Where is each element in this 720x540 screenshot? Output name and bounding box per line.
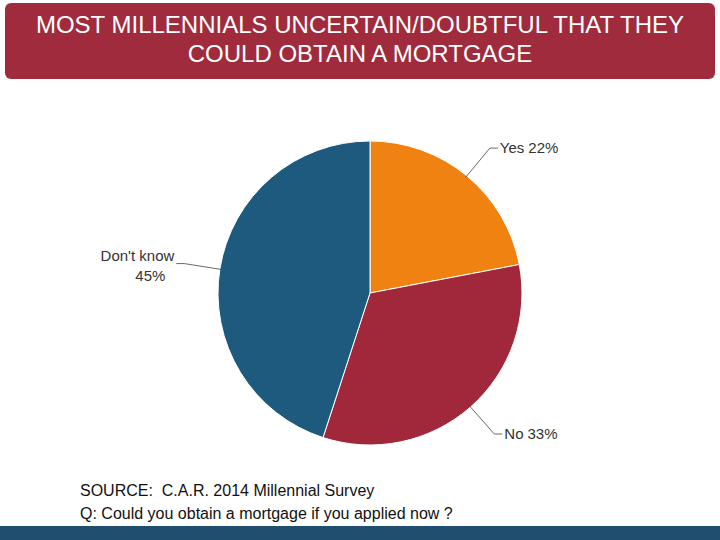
data-label: Yes22% xyxy=(500,139,559,156)
chart-root: MOST MILLENNIALS UNCERTAIN/DOUBTFUL THAT… xyxy=(0,0,720,540)
slice-name: Yes xyxy=(500,139,524,156)
footer-bar xyxy=(0,526,720,540)
pie xyxy=(218,141,522,445)
data-label: No 33% xyxy=(504,425,557,442)
leader-line xyxy=(466,148,498,177)
leader-line xyxy=(176,264,222,270)
title: MOST MILLENNIALS UNCERTAIN/DOUBTFUL THAT… xyxy=(36,11,684,67)
annotation: Q: Could you obtain a mortgage if you ap… xyxy=(80,505,453,522)
data-labels: Yes22% No 33% Don't know 45% xyxy=(101,139,559,442)
leader-line xyxy=(469,406,502,435)
slice-name: Don't know xyxy=(101,247,175,264)
slice-value: 22% xyxy=(528,139,558,156)
pie-slice xyxy=(218,141,370,438)
annotation: SOURCE: C.A.R. 2014 Millennial Survey xyxy=(80,482,374,499)
slice-value: 33% xyxy=(528,425,558,442)
title-banner xyxy=(5,3,715,79)
slice-value: 45% xyxy=(135,267,165,284)
slice-name: No xyxy=(504,425,523,442)
